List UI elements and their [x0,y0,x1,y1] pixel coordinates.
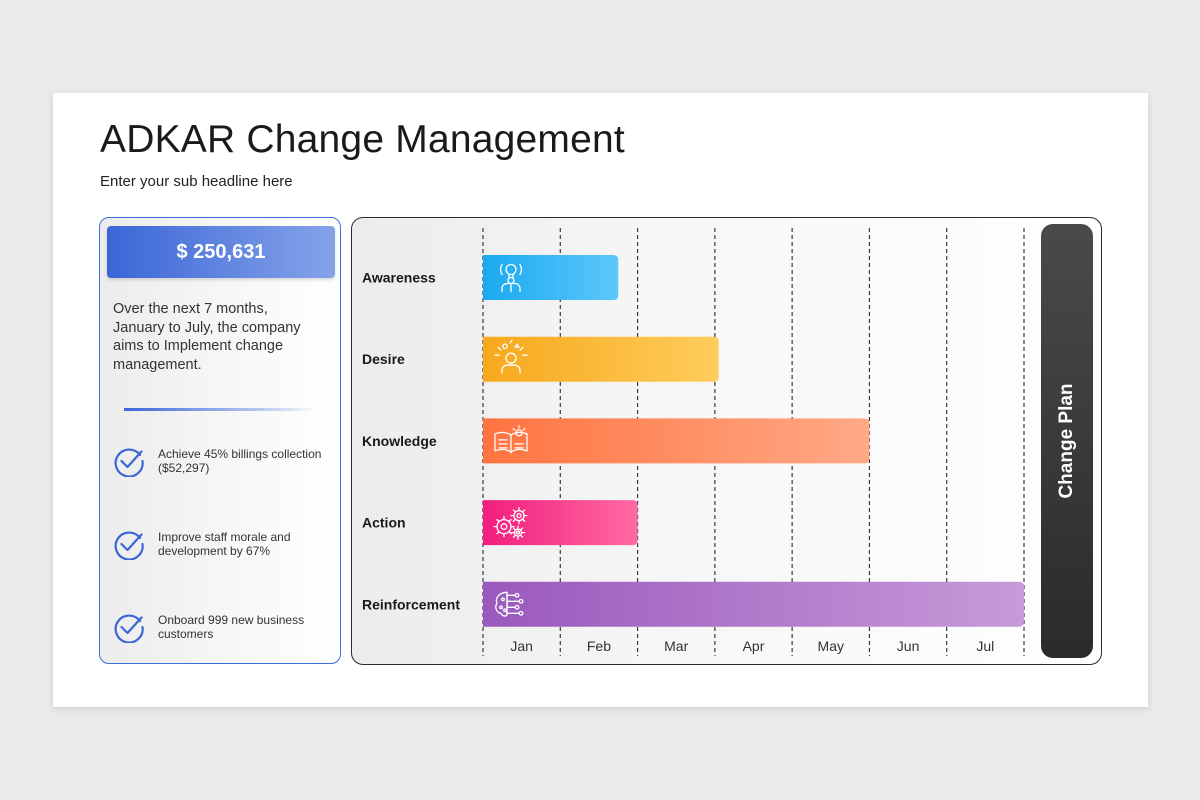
month-tick-label: Mar [664,638,688,654]
thinking-person-icon [494,339,528,374]
summary-divider [124,408,316,411]
bar-group [483,500,638,546]
check-circle-icon [114,614,144,643]
budget-amount-badge: $ 250,631 [107,226,335,278]
bar [483,418,870,464]
bar-group [483,418,870,464]
summary-card [99,217,341,664]
category-label: Action [362,515,406,531]
category-label: Desire [362,351,405,367]
bar-group [483,581,1024,627]
bar [483,336,719,382]
month-tick-label: Feb [587,638,611,654]
month-tick-label: Jul [976,638,994,654]
bar [483,255,619,300]
bar [483,500,638,546]
month-tick-label: Apr [743,638,765,654]
check-circle-icon [114,448,144,477]
gears-icon [493,506,528,540]
category-label: Awareness [362,270,436,286]
summary-description: Over the next 7 months, January to July,… [113,301,301,373]
category-label: Knowledge [362,433,437,449]
change-plan-panel [1041,224,1093,658]
goal-text: Achieve 45% billings collection ($52,297… [158,447,322,475]
bar [483,581,1024,627]
bar-group [483,336,719,382]
sub-headline: Enter your sub headline here [100,173,293,190]
month-tick-label: May [818,638,844,654]
category-label: Reinforcement [362,596,460,612]
month-tick-label: Jun [897,638,920,654]
page-title: ADKAR Change Management [100,118,625,161]
goal-text: Improve staff morale and development by … [158,530,291,558]
book-icon [494,425,528,454]
bar-group [483,255,619,300]
check-circle-icon [114,531,144,560]
lightbulb-person-icon [500,263,522,293]
goal-text: Onboard 999 new business customers [158,613,305,641]
brain-network-icon [495,591,524,617]
month-tick-label: Jan [510,638,533,654]
